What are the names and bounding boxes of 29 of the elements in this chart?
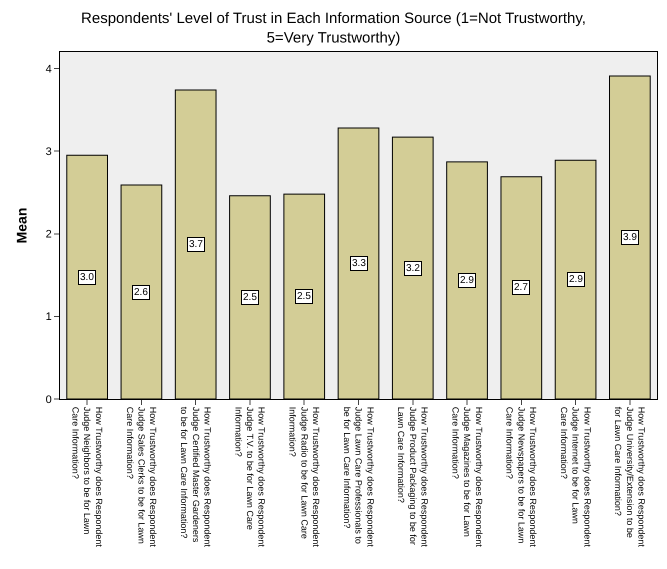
chart-title: Respondents' Level of Trust in Each Information Source (1=Not Trustworthy, 5=Very Trustworthy) bbox=[81, 10, 586, 46]
data-label: 3.0 bbox=[80, 272, 94, 283]
data-label: 3.7 bbox=[189, 239, 204, 250]
x-tick-label: How Trustworthy does Respondent Judge University/Extension to be for Lawn Care Information? bbox=[613, 406, 647, 548]
data-label: 3.9 bbox=[623, 232, 638, 243]
x-tick-label: How Trustworthy does Respondent Judge Certified Master Gardeners to be for Lawn Care Information? bbox=[179, 406, 212, 548]
y-axis-title: Mean bbox=[13, 208, 30, 244]
data-label: 2.7 bbox=[514, 282, 528, 293]
data-label: 2.9 bbox=[460, 275, 474, 286]
y-tick-label: 0 bbox=[46, 394, 52, 406]
data-label: 3.3 bbox=[352, 258, 366, 269]
y-tick-label: 4 bbox=[46, 63, 52, 76]
x-tick-label: How Trustworthy does Respondent Judge Lawn Care Professionals to be for Lawn Care Information? bbox=[342, 406, 376, 548]
x-tick-label: How Trustworthy does Respondent Judge Radio to be for Lawn Care Information? bbox=[288, 406, 322, 548]
x-tick-label: How Trustworthy does Respondent Judge Sales Clerks to be for Lawn Care Information? bbox=[124, 406, 158, 548]
x-tick-label: How Trustworthy does Respondent Judge Magazines to be for Lawn Care Information? bbox=[450, 406, 484, 548]
x-tick-label: How Trustworthy does Respondent Judge T.V. to be for Lawn Care Information? bbox=[233, 406, 267, 548]
data-label: 2.9 bbox=[569, 274, 584, 285]
data-label: 2.5 bbox=[297, 291, 312, 302]
x-tick-label: How Trustworthy does Respondent Judge Internet to be for Lawn Care Information? bbox=[558, 406, 592, 548]
y-tick-label: 2 bbox=[46, 228, 52, 241]
data-label: 2.5 bbox=[243, 292, 258, 303]
y-tick-label: 3 bbox=[46, 146, 52, 158]
x-tick-label: How Trustworthy does Respondent Judge Product Packaging to be for Lawn Care Information? bbox=[396, 406, 430, 548]
x-tick-label: How Trustworthy does Respondent Judge Neighbors to be for Lawn Care Information? bbox=[70, 406, 104, 548]
data-label: 2.6 bbox=[134, 287, 148, 298]
data-label: 3.2 bbox=[406, 263, 420, 274]
x-tick-label: How Trustworthy does Respondent Judge Newspapers to be for Lawn Care Information? bbox=[504, 406, 538, 548]
y-tick-label: 1 bbox=[46, 311, 52, 324]
